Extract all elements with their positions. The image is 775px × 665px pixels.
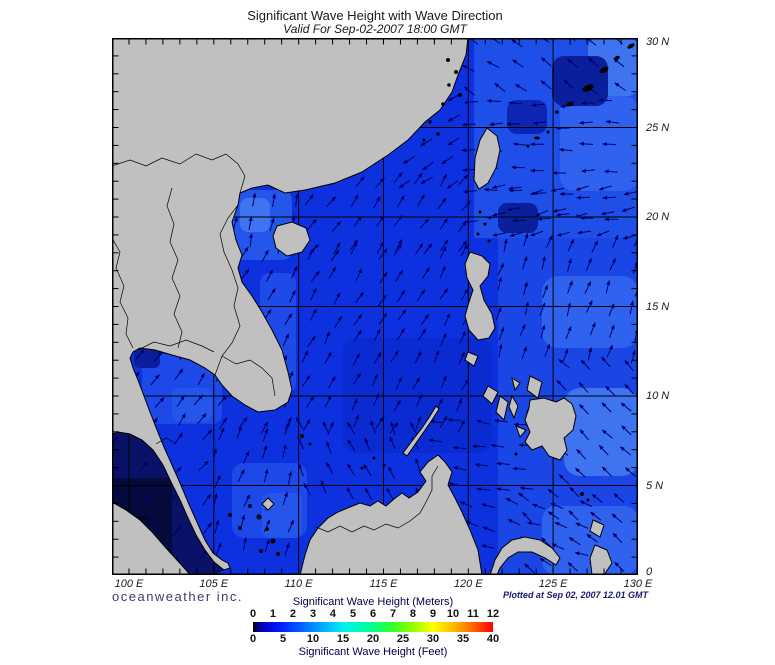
oceanweather-logo: oceanweather inc. (112, 589, 244, 604)
small-islands-layer (228, 43, 635, 556)
scale-tick: 11 (467, 608, 479, 620)
land-mainland-asia (112, 38, 469, 571)
scale-tick: 6 (369, 608, 377, 620)
scale-tick: 5 (349, 608, 357, 620)
latitude-label: 15 N (646, 300, 670, 313)
scale-tick: 0 (249, 608, 257, 620)
scale-tick: 4 (329, 608, 337, 620)
longitude-label: 125 E (538, 578, 568, 590)
island-negros (495, 395, 509, 421)
latitude-label: 30 N (646, 36, 670, 48)
scale-tick: 25 (396, 633, 410, 645)
island-hainan (272, 221, 311, 257)
chart-subtitle: Valid For Sep-02-2007 18:00 GMT (283, 22, 467, 36)
meters-scale: 0 1 2 3 4 5 6 7 8 9 10 11 12 (249, 608, 499, 621)
island-mindoro (464, 351, 479, 367)
island-halmahera-north (589, 519, 605, 538)
island-taiwan (473, 127, 501, 190)
island-palawan (402, 405, 440, 457)
scale-tick: 12 (486, 608, 500, 620)
scale-tick: 15 (336, 633, 350, 645)
scale-tick: 10 (446, 608, 460, 620)
wave-height-map (112, 38, 638, 575)
island-bohol (515, 425, 527, 438)
legend-title-feet: Significant Wave Height (Feet) (298, 646, 448, 658)
axis-ticks-layer (113, 39, 637, 574)
island-sulawesi (489, 536, 561, 575)
land-layer (112, 38, 613, 575)
longitude-label: 105 E (199, 578, 229, 590)
scale-tick: 40 (486, 633, 500, 645)
scale-tick: 5 (279, 633, 287, 645)
island-natuna (261, 497, 275, 511)
latitude-label: 0 (646, 566, 653, 578)
longitude-label: 130 E (623, 578, 653, 590)
scale-tick: 3 (309, 608, 317, 620)
scale-tick: 8 (409, 608, 417, 620)
island-samar (526, 375, 543, 399)
scale-tick: 9 (429, 608, 437, 620)
scale-tick: 7 (389, 608, 397, 620)
island-sumatra (112, 501, 191, 575)
island-luzon (464, 251, 496, 341)
longitude-label: 110 E (284, 578, 313, 590)
island-masbate (511, 376, 521, 392)
scale-tick: 30 (426, 633, 440, 645)
scale-tick: 20 (366, 633, 380, 645)
island-halmahera (589, 544, 613, 575)
chart-title: Significant Wave Height with Wave Direct… (247, 8, 503, 23)
scale-tick: 0 (249, 633, 257, 645)
scale-tick: 1 (269, 608, 277, 620)
island-panay (482, 385, 499, 405)
latitude-label: 20 N (646, 211, 670, 223)
map-area (112, 38, 638, 575)
latitude-axis: 30 N 25 N 20 N 15 N 10 N 5 N 0 (646, 36, 690, 578)
longitude-axis: 100 E 105 E 110 E 115 E 120 E 125 E 130 E (112, 578, 653, 592)
island-cebu (508, 394, 519, 420)
longitude-label: 120 E (453, 578, 483, 590)
scale-tick: 35 (456, 633, 470, 645)
scale-tick: 10 (306, 633, 320, 645)
map-frame (112, 38, 638, 575)
legend-title-meters: Significant Wave Height (Meters) (292, 596, 454, 608)
latitude-label: 10 N (646, 390, 670, 402)
colorbar (253, 622, 493, 632)
feet-scale: 0 5 10 15 20 25 30 35 40 (249, 633, 499, 646)
country-borders-layer (112, 153, 439, 533)
latitude-label: 25 N (646, 121, 670, 134)
island-borneo (299, 454, 483, 575)
latitude-label: 5 N (646, 479, 664, 492)
longitude-label: 115 E (369, 578, 398, 590)
island-mindanao (524, 397, 577, 461)
ryukyu-islands-icon (627, 43, 635, 49)
plotted-timestamp: Plotted at Sep 02, 2007 12.01 GMT (502, 590, 648, 600)
scale-tick: 2 (289, 608, 297, 620)
longitude-label: 100 E (114, 578, 144, 590)
